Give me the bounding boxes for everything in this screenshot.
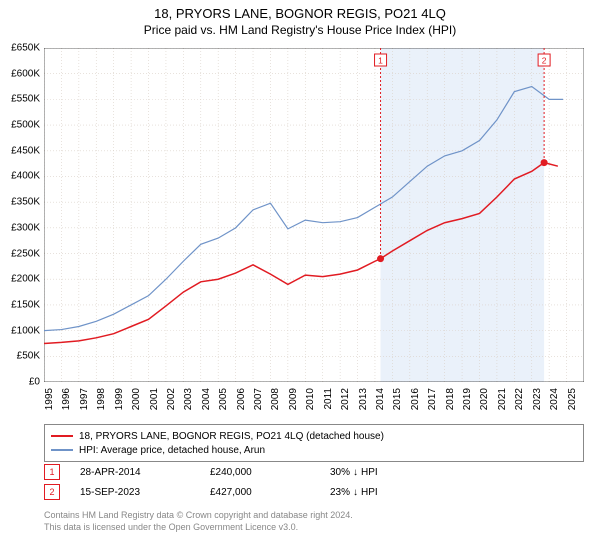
footer: Contains HM Land Registry data © Crown c… xyxy=(44,510,584,533)
x-tick-label: 1997 xyxy=(79,388,90,410)
x-tick-label: 2012 xyxy=(340,388,351,410)
x-tick-label: 2015 xyxy=(392,388,403,410)
x-tick-label: 1996 xyxy=(61,388,72,410)
y-tick-label: £200K xyxy=(11,274,40,285)
x-tick-label: 2003 xyxy=(183,388,194,410)
x-tick-label: 2004 xyxy=(201,388,212,410)
sale-marker: 2 xyxy=(44,484,60,500)
sale-delta: 23% ↓ HPI xyxy=(330,487,440,498)
x-tick-label: 2008 xyxy=(270,388,281,410)
sale-price: £427,000 xyxy=(210,487,330,498)
x-tick-label: 2022 xyxy=(514,388,525,410)
x-tick-label: 2014 xyxy=(375,388,386,410)
x-tick-label: 1995 xyxy=(44,388,55,410)
x-tick-label: 2023 xyxy=(532,388,543,410)
y-tick-label: £0 xyxy=(29,377,40,388)
x-axis-labels: 1995 1996 1997 1998 1999 2000 2001 2002 2003 2004… xyxy=(44,384,584,420)
x-tick-label: 2001 xyxy=(149,388,160,410)
plot-svg: 12 xyxy=(44,48,584,382)
x-tick-label: 2013 xyxy=(358,388,369,410)
legend: 18, PRYORS LANE, BOGNOR REGIS, PO21 4LQ … xyxy=(44,424,584,462)
y-tick-label: £450K xyxy=(11,145,40,156)
y-tick-label: £350K xyxy=(11,197,40,208)
x-tick-label: 2011 xyxy=(323,388,334,410)
legend-label: 18, PRYORS LANE, BOGNOR REGIS, PO21 4LQ … xyxy=(79,431,384,442)
y-tick-label: £550K xyxy=(11,94,40,105)
y-tick-label: £600K xyxy=(11,68,40,79)
x-tick-label: 2010 xyxy=(305,388,316,410)
footer-line: This data is licensed under the Open Gov… xyxy=(44,522,584,534)
x-tick-label: 1999 xyxy=(114,388,125,410)
sale-date: 15-SEP-2023 xyxy=(80,487,210,498)
x-tick-label: 2019 xyxy=(462,388,473,410)
y-axis-labels: £0£50K£100K£150K£200K£250K£300K£350K£400… xyxy=(0,48,42,382)
legend-swatch xyxy=(51,449,73,451)
x-tick-label: 2009 xyxy=(288,388,299,410)
sale-marker: 1 xyxy=(44,464,60,480)
y-tick-label: £500K xyxy=(11,120,40,131)
legend-swatch xyxy=(51,435,73,437)
y-tick-label: £50K xyxy=(17,351,40,362)
x-tick-label: 2002 xyxy=(166,388,177,410)
x-tick-label: 2005 xyxy=(218,388,229,410)
legend-item: 18, PRYORS LANE, BOGNOR REGIS, PO21 4LQ … xyxy=(51,429,577,443)
sale-num: 2 xyxy=(49,487,54,497)
sale-price: £240,000 xyxy=(210,467,330,478)
x-tick-label: 2018 xyxy=(445,388,456,410)
sale-delta: 30% ↓ HPI xyxy=(330,467,440,478)
x-tick-label: 2021 xyxy=(497,388,508,410)
x-tick-label: 2024 xyxy=(549,388,560,410)
sales-table: 1 28-APR-2014 £240,000 30% ↓ HPI 2 15-SE… xyxy=(44,462,584,502)
title-block: 18, PRYORS LANE, BOGNOR REGIS, PO21 4LQ … xyxy=(0,0,600,37)
y-tick-label: £650K xyxy=(11,43,40,54)
svg-text:1: 1 xyxy=(378,56,383,66)
chart-container: 18, PRYORS LANE, BOGNOR REGIS, PO21 4LQ … xyxy=(0,0,600,560)
legend-item: HPI: Average price, detached house, Arun xyxy=(51,443,577,457)
y-tick-label: £400K xyxy=(11,171,40,182)
y-tick-label: £100K xyxy=(11,325,40,336)
x-tick-label: 1998 xyxy=(96,388,107,410)
y-tick-label: £250K xyxy=(11,248,40,259)
sale-num: 1 xyxy=(49,467,54,477)
plot-area: 12 xyxy=(44,48,584,382)
chart-subtitle: Price paid vs. HM Land Registry's House … xyxy=(0,23,600,37)
x-tick-label: 2017 xyxy=(427,388,438,410)
x-tick-label: 2016 xyxy=(410,388,421,410)
sale-date: 28-APR-2014 xyxy=(80,467,210,478)
y-tick-label: £150K xyxy=(11,299,40,310)
sale-row: 1 28-APR-2014 £240,000 30% ↓ HPI xyxy=(44,462,584,482)
x-tick-label: 2007 xyxy=(253,388,264,410)
sale-row: 2 15-SEP-2023 £427,000 23% ↓ HPI xyxy=(44,482,584,502)
legend-label: HPI: Average price, detached house, Arun xyxy=(79,445,265,456)
svg-text:2: 2 xyxy=(542,56,547,66)
x-tick-label: 2000 xyxy=(131,388,142,410)
chart-title: 18, PRYORS LANE, BOGNOR REGIS, PO21 4LQ xyxy=(0,6,600,21)
x-tick-label: 2025 xyxy=(567,388,578,410)
x-tick-label: 2006 xyxy=(236,388,247,410)
x-tick-label: 2020 xyxy=(479,388,490,410)
footer-line: Contains HM Land Registry data © Crown c… xyxy=(44,510,584,522)
y-tick-label: £300K xyxy=(11,222,40,233)
